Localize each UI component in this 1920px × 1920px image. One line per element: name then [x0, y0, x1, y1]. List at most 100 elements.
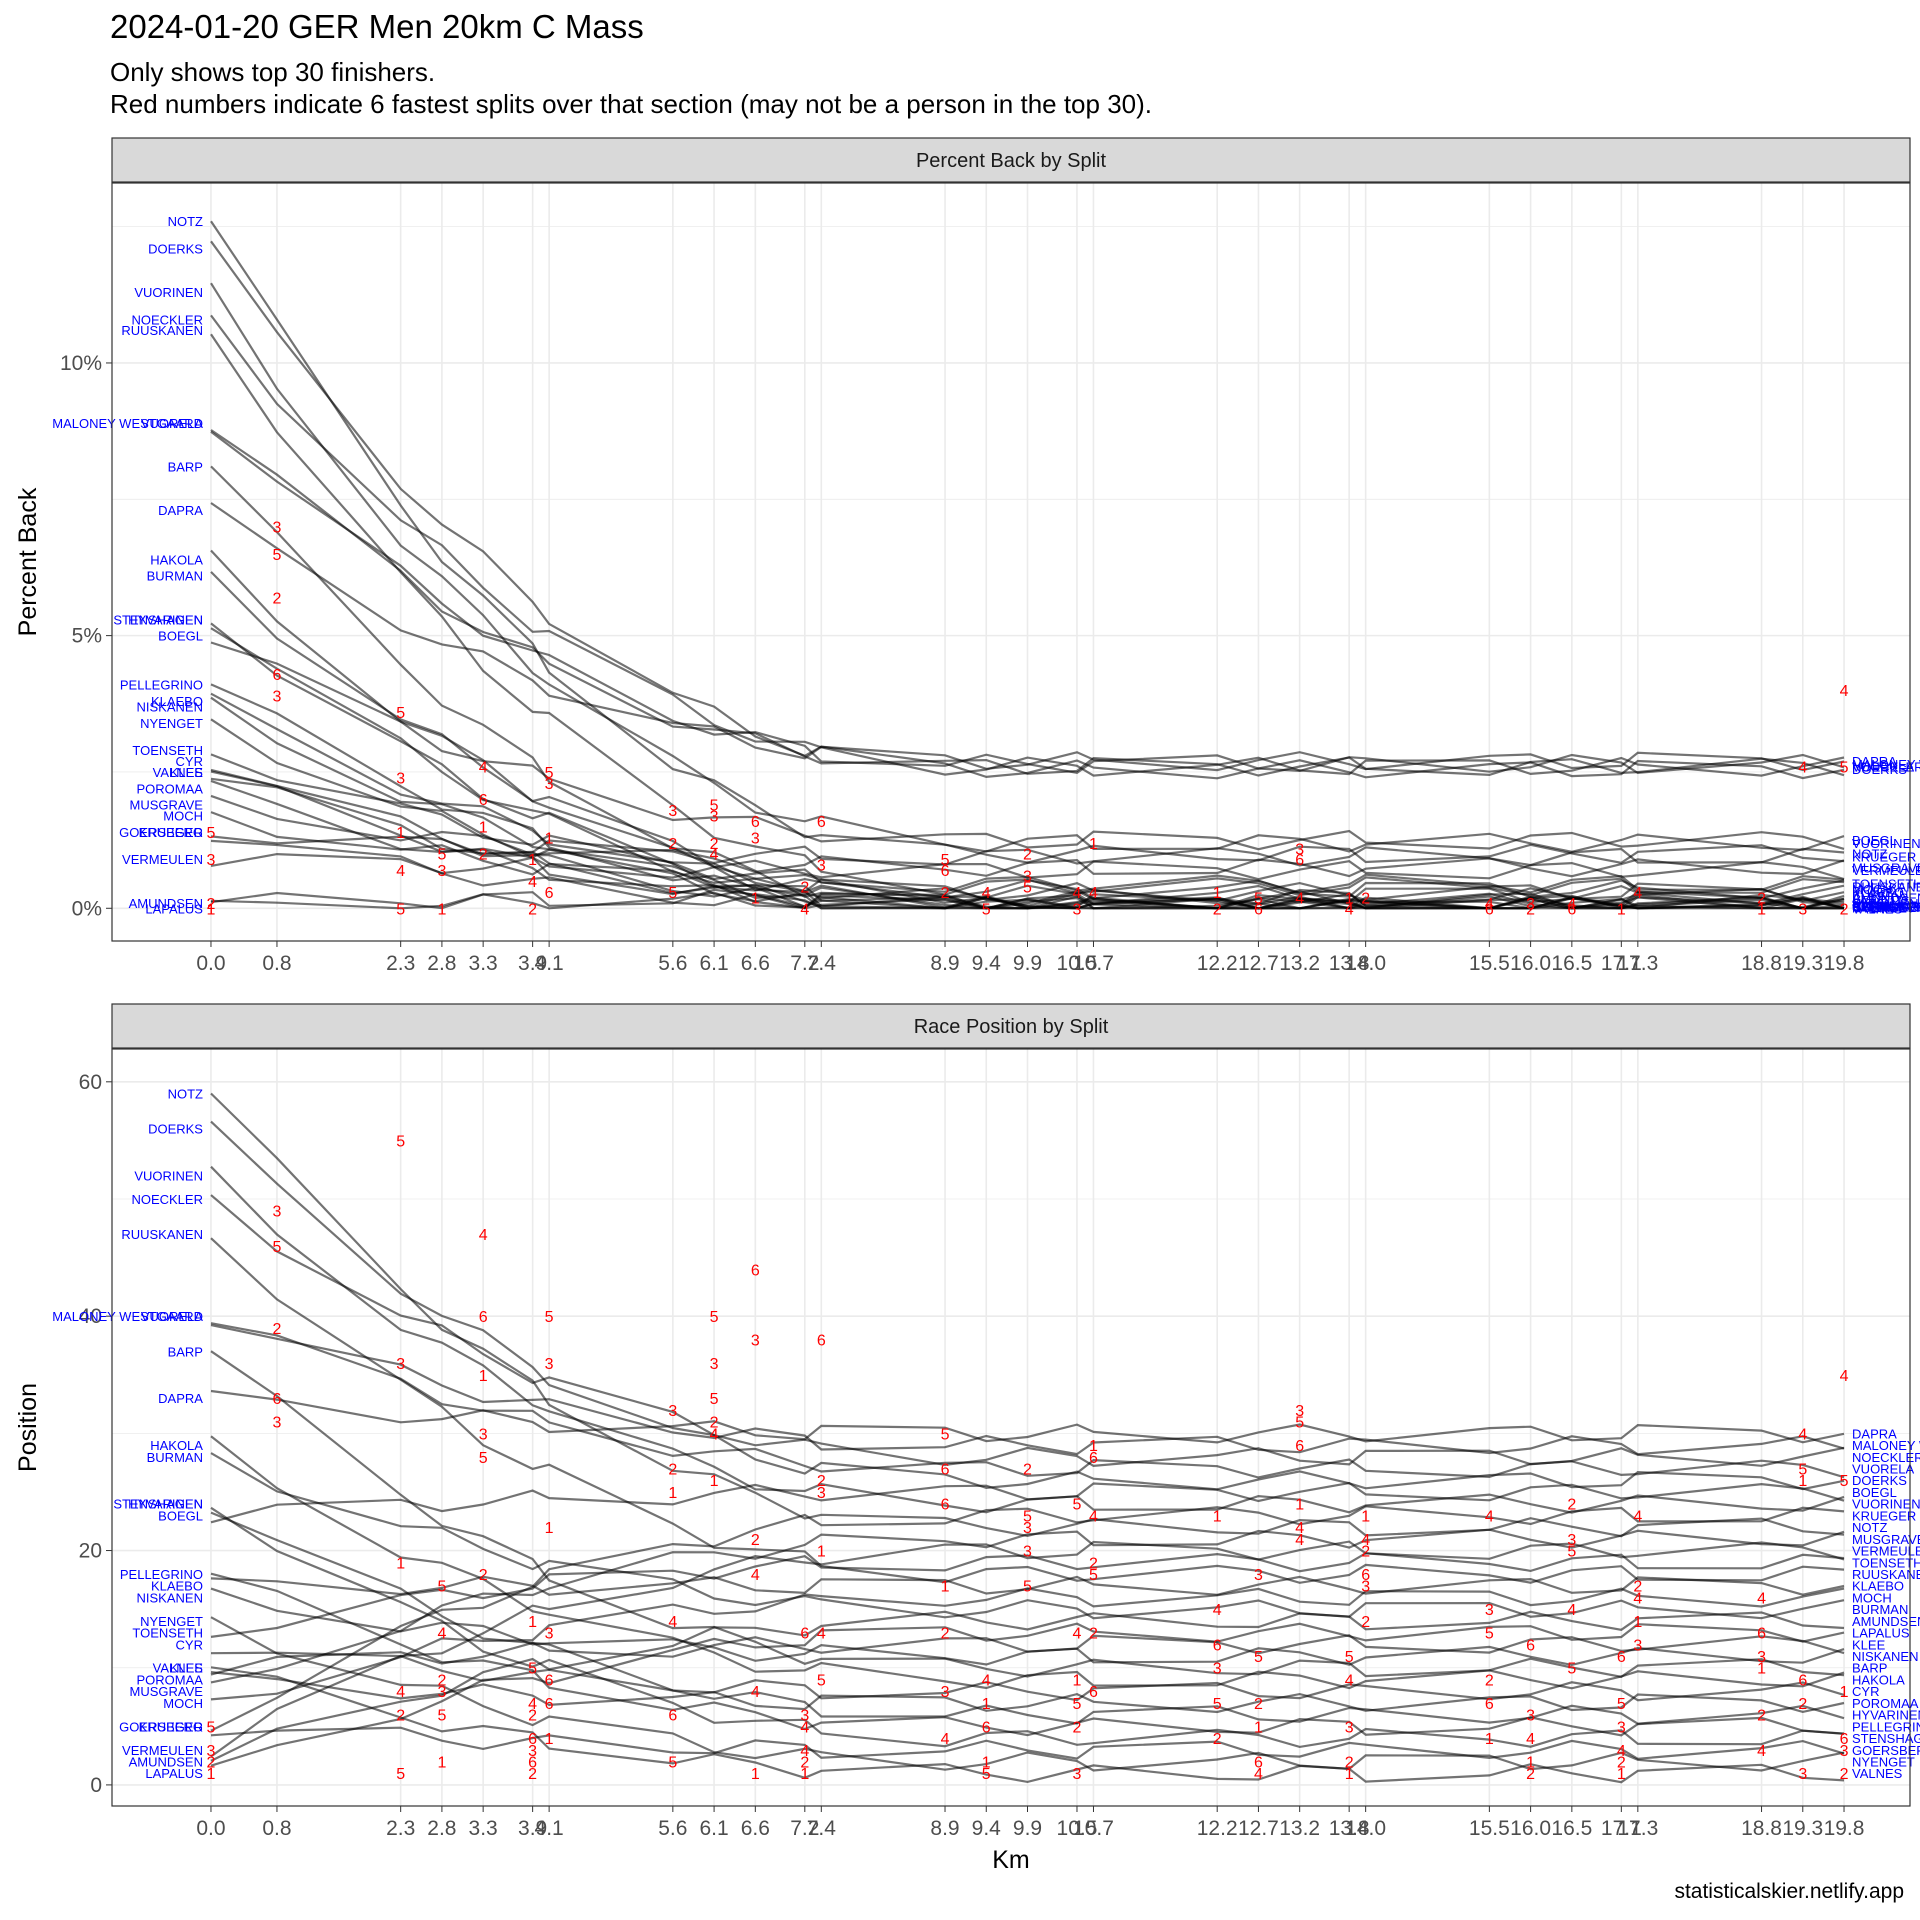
rank-mark: 1 — [437, 1754, 446, 1771]
end-name-label: AMUNDSEN — [1852, 890, 1920, 905]
end-name-label: VUORELA — [1852, 759, 1914, 774]
rider-line — [210, 1587, 1845, 1701]
x-tick-label: 12.7 — [1238, 952, 1279, 975]
rank-mark: 3 — [1073, 901, 1082, 918]
rank-mark: 2 — [1361, 1544, 1370, 1561]
rank-mark: 4 — [528, 874, 537, 891]
x-tick-label: 4.1 — [535, 1817, 564, 1840]
end-name-label: MOCH — [1852, 882, 1892, 897]
end-name-label: AMUNDSEN — [1852, 1614, 1920, 1629]
end-name-label: NOECKLER — [1852, 759, 1920, 774]
start-name-label: VERMEULEN — [122, 1743, 203, 1758]
rank-mark: 6 — [1295, 852, 1304, 869]
start-name-label: MOCH — [163, 809, 203, 824]
end-name-label: POROMAA — [1852, 1696, 1919, 1711]
start-name-label: MUSGRAVE — [130, 798, 204, 813]
rank-mark: 4 — [1757, 1743, 1766, 1760]
start-name-label: KLAEBO — [151, 694, 203, 709]
start-name-label: NOECKLER — [131, 312, 203, 327]
end-name-label: MUSGRAVE — [1852, 860, 1920, 875]
x-tick-label: 7.4 — [807, 1817, 837, 1840]
end-name-label: BOEGL — [1852, 833, 1897, 848]
rank-mark: 5 — [1023, 879, 1032, 896]
x-tick-label: 7.2 — [790, 952, 819, 975]
end-name-label: DAPRA — [1852, 754, 1897, 769]
rank-mark: 4 — [1633, 885, 1642, 902]
x-tick-label: 6.1 — [699, 1817, 728, 1840]
rank-mark: 2 — [710, 1415, 719, 1432]
rank-mark: 6 — [545, 885, 554, 902]
rank-mark: 2 — [800, 879, 809, 896]
rank-mark: 6 — [273, 1391, 282, 1408]
rank-mark: 6 — [800, 1626, 809, 1643]
rank-mark: 4 — [982, 885, 991, 902]
end-name-label: NOECKLER — [1852, 1450, 1920, 1465]
rank-mark: 1 — [1840, 1684, 1849, 1701]
rank-mark: 6 — [545, 1696, 554, 1713]
rank-mark: 3 — [1295, 841, 1304, 858]
rank-mark: 3 — [273, 1204, 282, 1221]
x-tick-label: 14.0 — [1345, 1817, 1386, 1840]
rider-line — [210, 835, 1845, 867]
x-tick-label: 18.8 — [1741, 1817, 1782, 1840]
rider-line — [210, 1194, 1845, 1468]
rank-mark: 4 — [1213, 1602, 1222, 1619]
x-tick-label: 10.5 — [1057, 952, 1098, 975]
start-name-label: VUORELA — [141, 416, 203, 431]
strip-background — [111, 1003, 1911, 1049]
start-name-label: CYR — [176, 754, 203, 769]
rank-mark: 4 — [396, 863, 405, 880]
rank-mark: 3 — [437, 863, 446, 880]
start-name-label: PELLEGRINO — [120, 1567, 203, 1582]
rank-mark: 3 — [817, 1485, 826, 1502]
start-name-label: CYR — [176, 1637, 203, 1652]
rank-mark: 5 — [710, 1391, 719, 1408]
x-tick-label: 15.5 — [1469, 1817, 1510, 1840]
rank-mark: 1 — [1089, 836, 1098, 853]
rank-mark: 2 — [1526, 901, 1535, 918]
rank-mark: 3 — [817, 858, 826, 875]
rank-mark: 3 — [941, 1684, 950, 1701]
x-tick-label: 9.9 — [1013, 1817, 1042, 1840]
rank-mark: 6 — [1295, 1438, 1304, 1455]
end-name-label: GOERSBERG — [1852, 1743, 1920, 1758]
rank-mark: 2 — [1757, 890, 1766, 907]
end-name-label: POROMAA — [1852, 899, 1919, 914]
x-tick-label: 3.9 — [518, 1817, 547, 1840]
rank-mark: 4 — [1073, 885, 1082, 902]
rank-mark: 4 — [1757, 1590, 1766, 1607]
rank-mark: 6 — [1757, 1626, 1766, 1643]
rider-line — [210, 1572, 1845, 1737]
x-tick-label: 18.8 — [1741, 952, 1782, 975]
x-tick-label: 7.4 — [807, 952, 837, 975]
rank-mark: 1 — [982, 1754, 991, 1771]
rank-mark: 4 — [817, 1626, 826, 1643]
rank-mark: 1 — [207, 901, 216, 918]
rank-mark: 6 — [273, 667, 282, 684]
rank-mark: 3 — [1617, 1719, 1626, 1736]
rank-mark: 1 — [545, 1520, 554, 1537]
rank-mark: 4 — [1567, 1602, 1576, 1619]
rank-mark: 6 — [479, 1309, 488, 1326]
rank-mark: 3 — [1567, 1532, 1576, 1549]
x-tick-label: 19.3 — [1782, 1817, 1823, 1840]
x-tick-label: 9.9 — [1013, 952, 1042, 975]
x-tick-label: 7.2 — [790, 1817, 819, 1840]
x-tick-label: 17.1 — [1601, 1817, 1642, 1840]
rank-mark: 1 — [751, 1766, 760, 1783]
rank-mark: 5 — [1254, 890, 1263, 907]
rank-mark: 1 — [1089, 1438, 1098, 1455]
rank-mark: 5 — [207, 1719, 216, 1736]
start-name-label: DOERKS — [148, 241, 203, 256]
start-name-label: DAPRA — [158, 1391, 203, 1406]
rank-mark: 2 — [941, 1626, 950, 1643]
rider-line — [210, 1322, 1845, 1479]
panel-1: Percent Back by Split0%5%10%123535263531… — [14, 137, 1920, 975]
x-tick-label: 3.3 — [469, 952, 498, 975]
end-name-label: MALONEY WESTGAARD — [1852, 1438, 1920, 1453]
rider-line — [210, 1671, 1845, 1714]
end-name-label: NISKANEN — [1852, 1649, 1918, 1664]
start-name-label: MALONEY WESTGAARD — [52, 416, 203, 431]
rank-mark: 4 — [800, 901, 809, 918]
